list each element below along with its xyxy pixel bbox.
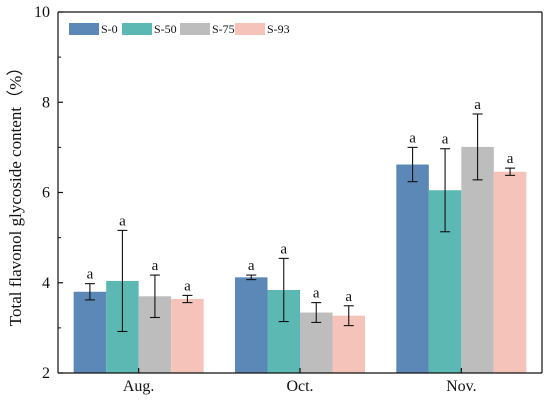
significance-label: a xyxy=(280,241,287,257)
significance-label: a xyxy=(152,258,159,274)
legend-label-s-75: S-75 xyxy=(212,22,235,36)
significance-label: a xyxy=(248,258,255,274)
y-tick-label: 4 xyxy=(42,275,50,292)
x-tick-label: Nov. xyxy=(446,378,477,395)
legend-label-s-0: S-0 xyxy=(101,22,118,36)
bar-s-93-0 xyxy=(171,298,204,373)
legend-swatch-s-0 xyxy=(69,23,99,35)
y-axis-title: Total flavonol glycoside content（%） xyxy=(6,59,25,326)
bar-s-0-1 xyxy=(235,277,268,373)
significance-label: a xyxy=(507,151,514,167)
y-tick-label: 10 xyxy=(34,4,50,21)
significance-label: a xyxy=(119,213,126,229)
x-tick-label: Aug. xyxy=(123,378,155,395)
legend-swatch-s-93 xyxy=(235,23,265,35)
significance-label: a xyxy=(87,267,94,283)
y-tick-label: 6 xyxy=(42,185,50,202)
significance-label: a xyxy=(184,278,191,294)
y-tick-label: 2 xyxy=(42,365,50,382)
y-tick-label: 8 xyxy=(42,94,50,111)
legend-label-s-50: S-50 xyxy=(154,22,177,36)
legend-label-s-93: S-93 xyxy=(267,22,290,36)
bar-s-93-2 xyxy=(493,171,527,373)
bar-s-75-2 xyxy=(461,146,494,373)
bar-s-0-2 xyxy=(396,164,429,373)
legend-swatch-s-50 xyxy=(122,23,152,35)
x-tick-label: Oct. xyxy=(286,378,313,395)
significance-label: a xyxy=(442,132,449,148)
significance-label: a xyxy=(409,130,416,146)
legend-swatch-s-75 xyxy=(180,23,210,35)
bar-s-0-0 xyxy=(73,291,107,373)
significance-label: a xyxy=(313,286,320,302)
significance-label: a xyxy=(345,289,352,305)
significance-label: a xyxy=(474,97,481,113)
